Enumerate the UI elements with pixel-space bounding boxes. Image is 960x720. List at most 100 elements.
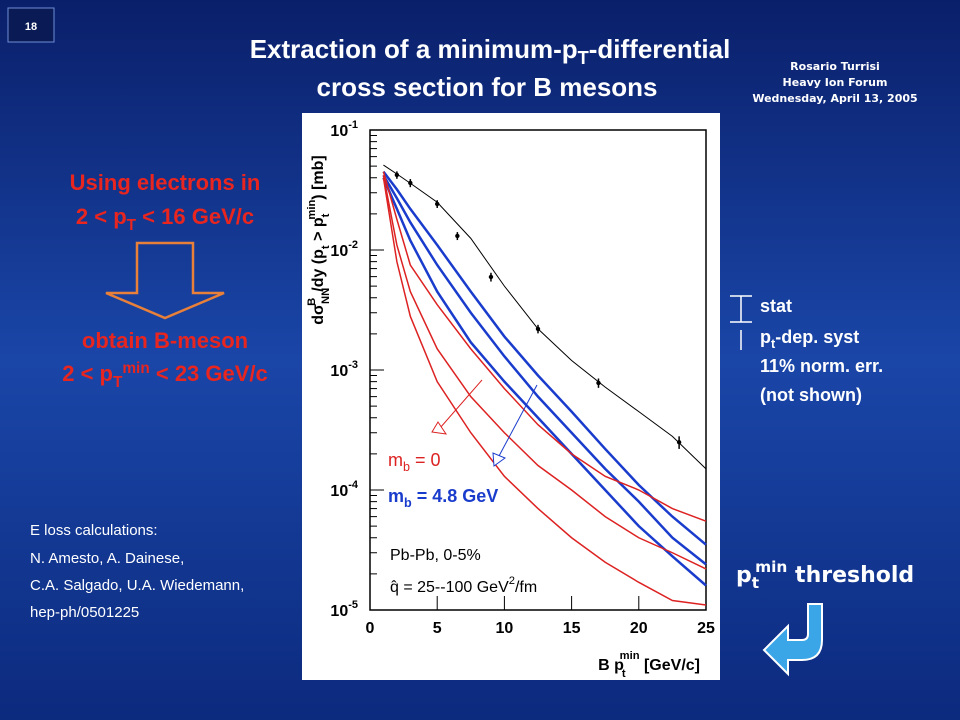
t: 2 < p: [62, 361, 113, 386]
t: min: [755, 558, 787, 576]
reference: hep-ph/0501225: [30, 604, 139, 621]
down-arrow: [105, 241, 225, 320]
t: NN: [320, 288, 332, 304]
data-point: [676, 440, 682, 445]
legend-text: 11% norm. err.: [760, 356, 883, 376]
t: 2 < p: [76, 204, 127, 229]
data-point: [435, 201, 440, 207]
t: < 23 GeV/c: [150, 361, 268, 386]
left-text: 2 < pTmin < 23 GeV/c: [62, 360, 268, 391]
t: p: [760, 327, 771, 347]
t: m: [388, 450, 403, 470]
y-tick-exponent: -1: [348, 119, 358, 131]
t: q̂ = 25--100 GeV: [390, 579, 509, 596]
t: -differential: [589, 34, 731, 64]
author: Heavy Ion Forum: [783, 76, 888, 89]
reference: E loss calculations:: [30, 522, 158, 539]
y-tick-base: 10: [330, 363, 348, 380]
y-tick-base: 10: [330, 603, 348, 620]
arrow-mb48: [498, 384, 538, 457]
curve: [382, 177, 707, 606]
t: > p: [310, 217, 327, 245]
arrow-head: [431, 421, 448, 435]
x-tick-label: 0: [366, 620, 375, 637]
t: T: [127, 217, 137, 234]
annotation-system: Pb-Pb, 0-5%: [390, 547, 481, 564]
t: min: [620, 650, 640, 662]
t: t: [320, 245, 332, 249]
threshold-arrow: [762, 603, 823, 677]
t: 2: [509, 575, 515, 587]
reference: C.A. Salgado, U.A. Wiedemann,: [30, 577, 244, 594]
t: [GeV/c]: [640, 657, 700, 674]
t: t: [752, 574, 759, 592]
legend-text: (not shown): [760, 385, 862, 405]
arrow-mb0: [439, 379, 483, 429]
left-text: 2 < pT < 16 GeV/c: [76, 204, 254, 234]
y-tick-base: 10: [330, 483, 348, 500]
y-tick-exponent: -3: [348, 359, 358, 371]
y-tick-label: 10-1: [330, 119, 358, 140]
t: ) [mb]: [310, 155, 327, 199]
y-tick-exponent: -5: [348, 599, 358, 611]
curve: [382, 170, 707, 546]
t: p: [736, 563, 752, 588]
y-tick-label: 10-2: [330, 239, 358, 260]
left-text: Using electrons in: [70, 170, 261, 195]
y-tick-exponent: -2: [348, 239, 358, 251]
data-point: [535, 326, 541, 332]
data-point: [488, 274, 494, 280]
y-tick-label: 10-3: [330, 359, 358, 380]
title: Extraction of a minimum-pT-differential: [250, 34, 731, 68]
curve: [382, 177, 707, 587]
t: min: [122, 360, 149, 377]
annotation-mb0: mb = 0: [388, 450, 441, 474]
data-point: [596, 380, 601, 386]
data-point: [455, 233, 460, 239]
t: min: [306, 200, 318, 220]
y-tick-base: 10: [330, 123, 348, 140]
t: T: [113, 374, 123, 391]
left-text: obtain B-meson: [82, 328, 248, 353]
t: B: [306, 298, 318, 306]
author: Wednesday, April 13, 2005: [752, 92, 917, 105]
t: = 4.8 GeV: [412, 486, 499, 506]
stat-icon: [730, 295, 752, 323]
x-axis-title: B pt min [GeV/c]: [598, 650, 700, 680]
slide-number: 18: [25, 21, 37, 33]
t: dσ: [310, 304, 327, 325]
slide-number-box: [7, 7, 55, 43]
t: t: [771, 337, 776, 351]
y-tick-base: 10: [330, 243, 348, 260]
t: t: [320, 213, 332, 217]
y-tick-label: 10-4: [330, 479, 358, 500]
curve: [383, 164, 707, 470]
legend-text: stat: [760, 296, 792, 316]
t: m: [388, 486, 404, 506]
annotation-mb48: mb = 4.8 GeV: [388, 486, 498, 510]
t: t: [622, 668, 626, 680]
x-tick-label: 5: [433, 620, 442, 637]
y-axis-title: dσNNB/dy (pt > ptmin) [mb]: [306, 155, 332, 324]
y-tick-label: 10-5: [330, 599, 358, 620]
threshold-label: ptmin threshold: [736, 558, 914, 592]
t: Extraction of a minimum-p: [250, 34, 578, 64]
t: b: [403, 460, 410, 474]
t: B p: [598, 657, 624, 674]
arrow-head: [492, 452, 507, 467]
y-tick-exponent: -4: [348, 479, 359, 491]
x-tick-label: 25: [697, 620, 715, 637]
reference: N. Amesto, A. Dainese,: [30, 550, 184, 567]
x-tick-label: 15: [563, 620, 581, 637]
curve: [382, 175, 707, 570]
t: = 0: [410, 450, 441, 470]
t: -dep. syst: [775, 327, 859, 347]
t: threshold: [787, 563, 914, 588]
t: b: [404, 496, 412, 510]
legend-text: pt-dep. syst: [760, 327, 859, 351]
author: Rosario Turrisi: [790, 60, 880, 73]
curve: [382, 174, 707, 566]
t: /dy (p: [310, 249, 327, 292]
